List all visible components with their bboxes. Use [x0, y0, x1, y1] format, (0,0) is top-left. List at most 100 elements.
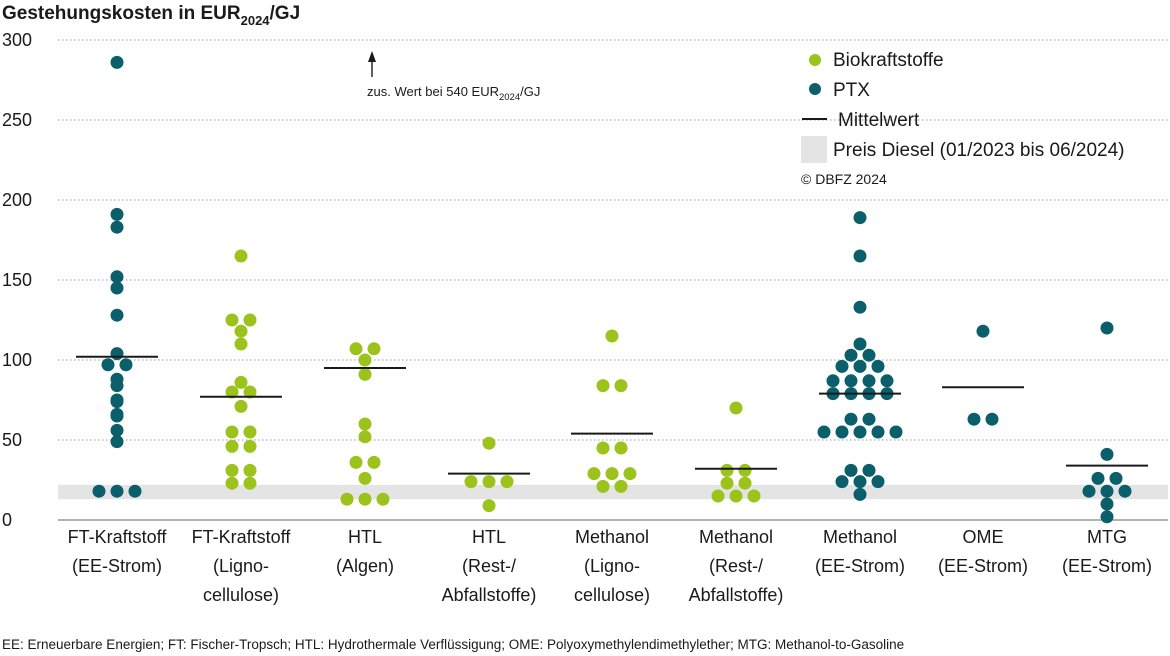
data-point	[92, 484, 106, 498]
data-point	[862, 348, 876, 362]
category-label: (Rest-/	[709, 556, 763, 576]
data-point	[844, 348, 858, 362]
annotation: zus. Wert bei 540 EUR2024/GJ	[367, 51, 540, 103]
data-point	[225, 463, 239, 477]
category-label: (Ligno-	[584, 556, 640, 576]
data-point	[587, 467, 601, 481]
data-point	[243, 463, 257, 477]
category-label: Methanol	[575, 527, 649, 547]
data-point	[853, 475, 867, 489]
legend-marker-biokraftstoffe	[809, 54, 821, 66]
y-tick-label: 50	[2, 430, 22, 450]
data-point	[871, 475, 885, 489]
data-point	[976, 324, 990, 338]
data-point	[119, 358, 133, 372]
legend-label-biokraftstoffe: Biokraftstoffe	[833, 50, 944, 71]
data-point	[358, 430, 372, 444]
data-point	[605, 329, 619, 343]
category-label: (Algen)	[336, 556, 394, 576]
data-point	[862, 463, 876, 477]
data-point	[358, 492, 372, 506]
data-point	[110, 207, 124, 221]
data-point	[482, 475, 496, 489]
y-axis-ticks: 0 50 100 150 200 250 300	[2, 30, 32, 530]
data-point	[853, 249, 867, 263]
legend-marker-preis-diesel	[801, 136, 827, 163]
category-label: (EE-Strom)	[938, 556, 1028, 576]
data-point	[826, 374, 840, 388]
data-point	[1082, 484, 1096, 498]
data-point	[738, 476, 752, 490]
category-labels: FT-Kraftstoff (EE-Strom) FT-Kraftstoff (Lig…	[68, 527, 1152, 605]
category-label: Methanol	[699, 527, 773, 547]
category-label: MTG	[1087, 527, 1127, 547]
data-point	[1100, 321, 1114, 335]
data-point	[234, 324, 248, 338]
data-point	[367, 455, 381, 469]
data-point	[614, 479, 628, 493]
data-point	[844, 463, 858, 477]
data-point	[234, 375, 248, 389]
data-point	[853, 487, 867, 501]
data-point	[110, 281, 124, 295]
data-point	[110, 308, 124, 322]
data-point	[817, 425, 831, 439]
data-point	[871, 359, 885, 373]
data-point	[500, 475, 514, 489]
y-tick-label: 250	[2, 110, 32, 130]
data-point	[225, 439, 239, 453]
data-point	[358, 353, 372, 367]
category-label: cellulose)	[203, 585, 279, 605]
data-point	[729, 489, 743, 503]
data-point	[1109, 471, 1123, 485]
data-point	[243, 385, 257, 399]
y-tick-label: 300	[2, 30, 32, 50]
category-label: Abfallstoffe)	[689, 585, 784, 605]
data-point	[110, 484, 124, 498]
data-point	[596, 379, 610, 393]
y-tick-label: 200	[2, 190, 32, 210]
legend-label-mittelwert: Mittelwert	[838, 110, 920, 131]
legend-label-preis-diesel: Preis Diesel (01/2023 bis 06/2024)	[833, 140, 1125, 161]
data-point	[711, 489, 725, 503]
data-point	[720, 476, 734, 490]
data-point	[110, 435, 124, 449]
data-point	[614, 379, 628, 393]
data-point	[358, 471, 372, 485]
data-point	[349, 455, 363, 469]
data-point	[225, 425, 239, 439]
data-point	[1118, 484, 1132, 498]
data-point	[110, 220, 124, 234]
annotation-text: zus. Wert bei 540 EUR2024/GJ	[367, 84, 540, 103]
data-point	[1100, 510, 1114, 524]
data-point	[747, 489, 761, 503]
data-point	[482, 436, 496, 450]
data-point	[110, 409, 124, 423]
data-point	[853, 359, 867, 373]
data-point	[101, 358, 115, 372]
data-point	[835, 359, 849, 373]
data-point	[1100, 484, 1114, 498]
data-point	[349, 342, 363, 356]
data-point	[889, 425, 903, 439]
category-label: HTL	[472, 527, 506, 547]
legend-label-ptx: PTX	[833, 80, 870, 101]
data-point	[729, 401, 743, 415]
category-label: (EE-Strom)	[1062, 556, 1152, 576]
data-point	[358, 367, 372, 381]
data-point	[853, 337, 867, 351]
data-point	[110, 55, 124, 69]
data-point	[225, 385, 239, 399]
data-point	[1100, 447, 1114, 461]
footnote: EE: Erneuerbare Energien; FT: Fischer-Tr…	[2, 637, 905, 652]
data-point	[862, 412, 876, 426]
data-point	[1091, 471, 1105, 485]
data-point	[844, 412, 858, 426]
data-point	[340, 492, 354, 506]
category-label: HTL	[348, 527, 382, 547]
data-point	[853, 425, 867, 439]
data-point	[243, 439, 257, 453]
data-point	[835, 425, 849, 439]
data-point	[605, 467, 619, 481]
data-point	[234, 399, 248, 413]
